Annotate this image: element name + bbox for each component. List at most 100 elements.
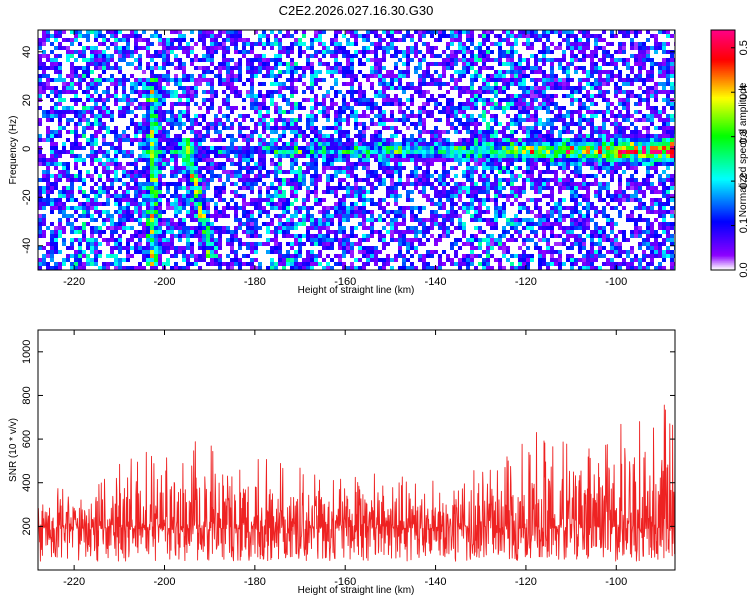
heat-cell xyxy=(202,246,206,250)
heat-cell xyxy=(90,50,94,54)
heat-cell xyxy=(230,162,234,166)
heat-cell xyxy=(466,166,470,170)
heat-cell xyxy=(514,66,518,70)
heat-cell xyxy=(178,194,182,198)
heat-cell xyxy=(82,74,86,78)
heat-cell xyxy=(362,138,366,142)
heat-cell xyxy=(158,66,162,70)
heat-cell xyxy=(218,30,222,34)
heat-cell xyxy=(278,70,282,74)
heat-cell xyxy=(122,94,126,98)
heat-cell xyxy=(374,174,378,178)
heat-cell xyxy=(114,82,118,86)
heat-cell xyxy=(390,194,394,198)
heat-cell xyxy=(98,78,102,82)
heat-cell xyxy=(54,86,58,90)
heat-cell xyxy=(150,258,154,262)
heat-cell xyxy=(282,202,286,206)
heat-cell xyxy=(478,74,482,78)
heat-cell xyxy=(458,262,462,266)
heat-cell xyxy=(398,74,402,78)
heat-cell xyxy=(114,170,118,174)
heat-cell xyxy=(178,230,182,234)
heat-cell xyxy=(522,150,526,154)
heat-cell xyxy=(294,154,298,158)
heat-cell xyxy=(202,118,206,122)
heat-cell xyxy=(470,114,474,118)
heat-cell xyxy=(470,130,474,134)
heat-cell xyxy=(354,102,358,106)
heat-cell xyxy=(470,178,474,182)
heat-cell xyxy=(478,206,482,210)
heat-cell xyxy=(342,218,346,222)
heat-cell xyxy=(74,134,78,138)
heat-cell xyxy=(318,134,322,138)
heat-cell xyxy=(450,38,454,42)
heat-cell xyxy=(390,134,394,138)
heat-cell xyxy=(518,166,522,170)
heat-cell xyxy=(46,34,50,38)
heat-cell xyxy=(330,106,334,110)
heat-cell xyxy=(398,30,402,34)
heat-cell xyxy=(474,46,478,50)
heat-cell xyxy=(498,34,502,38)
heat-cell xyxy=(290,226,294,230)
heat-cell xyxy=(422,94,426,98)
heat-cell xyxy=(166,142,170,146)
heat-cell xyxy=(366,78,370,82)
heat-cell xyxy=(462,158,466,162)
heat-cell xyxy=(178,206,182,210)
heat-cell xyxy=(58,150,62,154)
heat-cell xyxy=(226,158,230,162)
heat-cell xyxy=(430,210,434,214)
heat-cell xyxy=(50,198,54,202)
heat-cell xyxy=(54,262,58,266)
heat-cell xyxy=(258,178,262,182)
heat-cell xyxy=(270,262,274,266)
heat-cell xyxy=(146,82,150,86)
heat-cell xyxy=(206,82,210,86)
heat-cell xyxy=(166,90,170,94)
heat-cell xyxy=(214,226,218,230)
heat-cell xyxy=(302,146,306,150)
heat-cell xyxy=(102,154,106,158)
heat-cell xyxy=(430,250,434,254)
heat-cell xyxy=(354,174,358,178)
heat-cell xyxy=(494,182,498,186)
heat-cell xyxy=(70,74,74,78)
heat-cell xyxy=(142,254,146,258)
heat-cell xyxy=(326,266,330,270)
heat-cell xyxy=(510,78,514,82)
heat-cell xyxy=(254,226,258,230)
heat-cell xyxy=(486,110,490,114)
heat-cell xyxy=(154,158,158,162)
heat-cell xyxy=(358,146,362,150)
heat-cell xyxy=(514,122,518,126)
heat-cell xyxy=(510,106,514,110)
heat-cell xyxy=(246,222,250,226)
heat-cell xyxy=(366,234,370,238)
heat-cell xyxy=(306,230,310,234)
heat-cell xyxy=(262,106,266,110)
heat-cell xyxy=(274,162,278,166)
heat-cell xyxy=(86,126,90,130)
heat-cell xyxy=(518,146,522,150)
heat-cell xyxy=(258,90,262,94)
heat-cell xyxy=(486,186,490,190)
heat-cell xyxy=(430,218,434,222)
heat-cell xyxy=(486,218,490,222)
heat-cell xyxy=(498,162,502,166)
heat-cell xyxy=(66,130,70,134)
heat-cell xyxy=(454,58,458,62)
heat-cell xyxy=(278,190,282,194)
heat-cell xyxy=(266,106,270,110)
heat-cell xyxy=(358,114,362,118)
heat-cell xyxy=(498,178,502,182)
heat-cell xyxy=(78,86,82,90)
heat-cell xyxy=(454,226,458,230)
heat-cell xyxy=(366,46,370,50)
heat-cell xyxy=(346,154,350,158)
heat-cell xyxy=(458,266,462,270)
heat-cell xyxy=(170,118,174,122)
heat-cell xyxy=(394,182,398,186)
